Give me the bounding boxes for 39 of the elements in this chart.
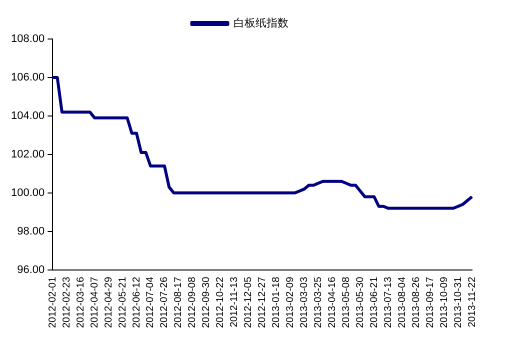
x-tick-label: 2012-12-27 [257,276,268,328]
x-tick-label: 2013-08-04 [396,276,408,328]
x-tick-label: 2012-06-12 [131,276,142,328]
x-tick-label: 2012-04-07 [89,276,100,328]
x-tick-label: 2012-11-13 [229,276,240,328]
x-tick-label: 2012-07-26 [159,276,170,328]
x-tick-label: 2013-09-17 [424,276,436,328]
x-tick-label: 2013-07-13 [382,276,394,328]
x-tick-label: 2013-04-16 [326,276,338,328]
y-tick-label: 100.00 [10,186,45,199]
x-tick-label: 2013-01-18 [271,276,282,328]
x-tick-label: 2012-10-22 [215,276,226,328]
x-tick-label: 2012-04-29 [103,276,114,328]
x-tick-label: 2013-08-26 [410,276,422,328]
x-tick-label: 2012-09-30 [201,276,212,328]
x-tick-label: 2012-08-17 [173,276,184,328]
x-tick-label: 2012-07-04 [145,276,156,328]
y-tick-label: 96.00 [17,264,45,276]
x-tick-label: 2012-02-01 [47,276,58,328]
y-tick-label: 108.00 [10,33,45,46]
y-tick-label: 106.00 [10,72,45,84]
x-tick-label: 2013-06-21 [368,276,380,328]
x-tick-label: 2012-09-08 [187,276,198,328]
y-tick-label: 98.00 [17,225,45,238]
y-tick-label: 102.00 [10,148,45,160]
x-tick-label: 2013-10-31 [452,276,464,328]
x-tick-label: 2012-02-23 [61,276,72,328]
x-tick-label: 2012-05-21 [117,276,128,328]
legend-label: 白板纸指数 [233,18,288,30]
x-tick-label: 2013-11-22 [466,276,478,328]
x-tick-label: 2012-12-05 [243,276,254,328]
x-tick-label: 2012-03-16 [75,276,86,328]
x-tick-label: 2013-03-25 [312,276,324,328]
x-tick-label: 2013-03-03 [299,276,310,328]
x-tick-label: 2013-10-09 [438,276,450,328]
x-tick-label: 2013-02-09 [285,276,296,328]
x-tick-label: 2013-05-30 [354,276,366,328]
y-tick-label: 104.00 [10,110,45,122]
x-tick-label: 2013-05-08 [340,276,352,328]
